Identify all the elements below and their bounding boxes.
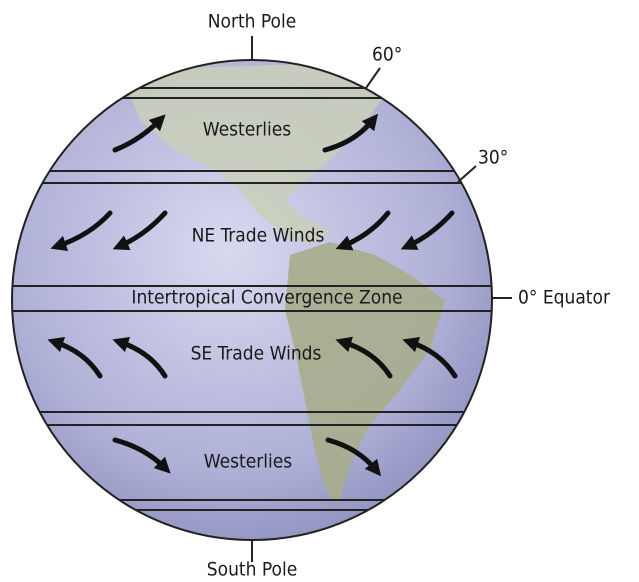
- wind-arrow: [112, 336, 168, 379]
- zone-label: Westerlies: [204, 451, 292, 473]
- zone-label: Westerlies: [203, 119, 291, 141]
- continents: [120, 62, 445, 505]
- wind-arrow: [400, 210, 455, 250]
- latitude-tick: [457, 165, 477, 183]
- south-pole-label: South Pole: [207, 559, 297, 581]
- wind-arrow: [335, 336, 393, 379]
- wind-arrow: [112, 437, 171, 474]
- wind-arrow: [322, 113, 379, 153]
- wind-arrow: [50, 210, 113, 251]
- north-pole-label: North Pole: [208, 11, 297, 33]
- wind-arrow: [335, 210, 391, 251]
- wind-arrows: [47, 113, 458, 477]
- equator-label: 0° Equator: [518, 287, 611, 309]
- south-america: [285, 242, 445, 505]
- latitude-label: 60°: [372, 44, 402, 66]
- wind-arrow: [47, 336, 103, 379]
- north-america: [120, 62, 385, 245]
- wind-arrow: [112, 114, 166, 153]
- wind-arrow: [402, 336, 458, 379]
- zone-label: Intertropical Convergence Zone: [131, 287, 402, 309]
- wind-arrow: [112, 210, 168, 251]
- wind-arrow: [325, 437, 382, 477]
- latitude-label: 30°: [478, 147, 508, 169]
- zone-label: NE Trade Winds: [192, 225, 325, 247]
- latitude-tick: [365, 67, 381, 89]
- zone-label: SE Trade Winds: [191, 343, 322, 365]
